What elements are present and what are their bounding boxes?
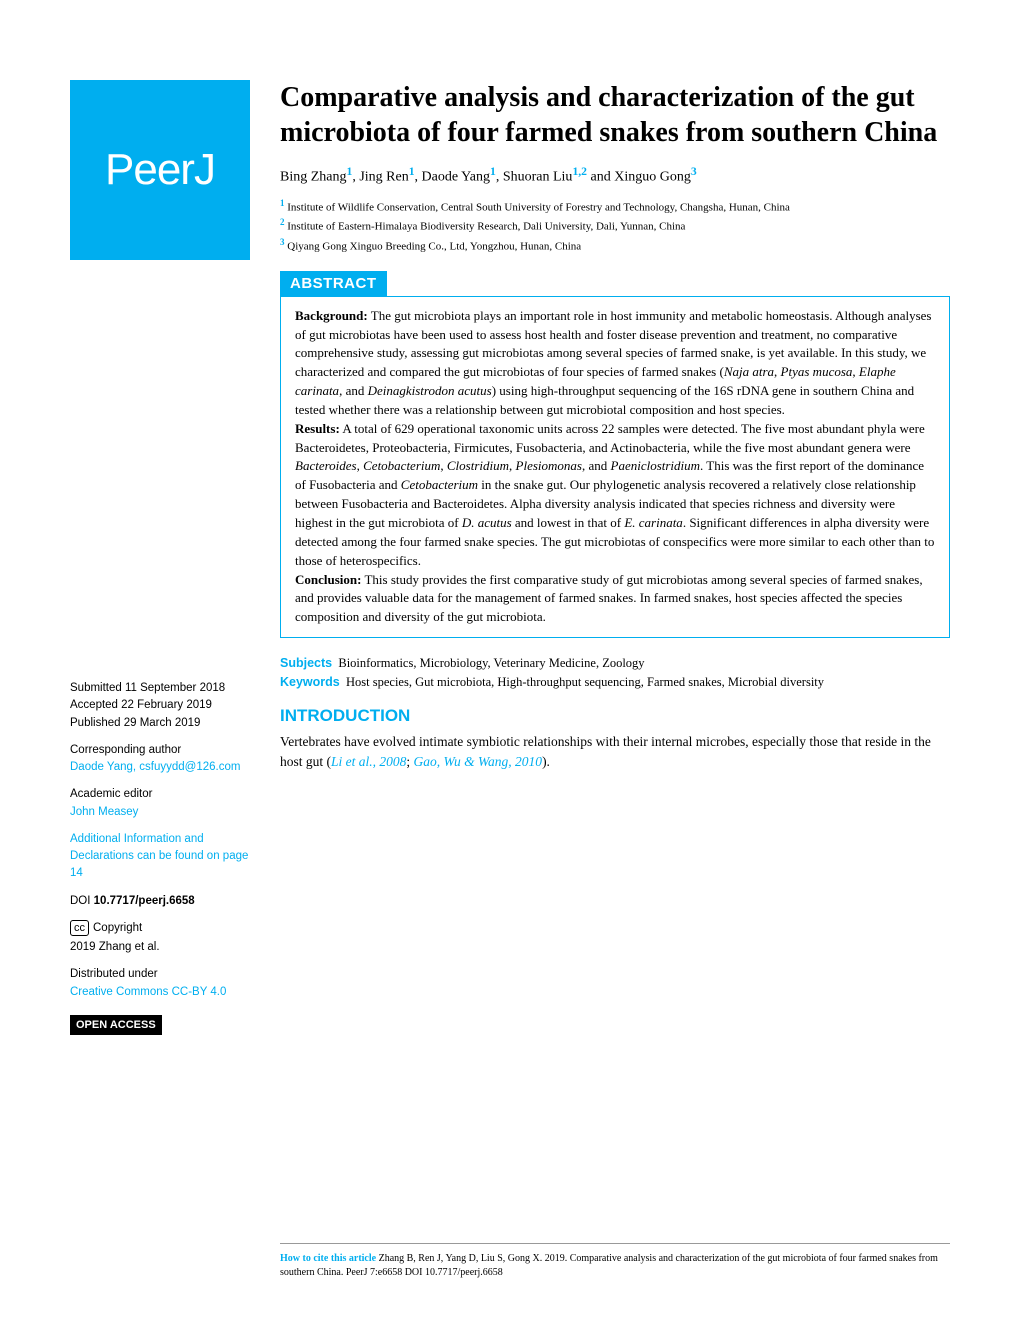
introduction-header: INTRODUCTION <box>280 706 950 726</box>
affiliations-list: 1 Institute of Wildlife Conservation, Ce… <box>280 197 950 254</box>
results-text: A total of 629 operational taxonomic uni… <box>295 421 934 568</box>
how-to-cite-label: How to cite this article <box>280 1253 376 1264</box>
results-label: Results: <box>295 421 340 436</box>
affiliation-item: 1 Institute of Wildlife Conservation, Ce… <box>280 197 950 216</box>
abstract-body: Background: The gut microbiota plays an … <box>280 296 950 638</box>
accepted-label: Accepted <box>70 699 118 711</box>
copyright-label: Copyright <box>93 920 142 937</box>
citation-link[interactable]: Li et al., 2008 <box>331 754 406 769</box>
page-layout: PeerJ Submitted 11 September 2018 Accept… <box>70 80 950 1035</box>
conclusion-text: This study provides the first comparativ… <box>295 572 923 625</box>
background-text: The gut microbiota plays an important ro… <box>295 308 931 417</box>
conclusion-label: Conclusion: <box>295 572 361 587</box>
editor-block: Academic editor John Measey <box>70 786 250 821</box>
abstract-header: ABSTRACT <box>280 271 387 296</box>
subjects-keywords: Subjects Bioinformatics, Microbiology, V… <box>280 654 950 692</box>
main-column: Comparative analysis and characterizatio… <box>280 80 950 1035</box>
subjects-text: Bioinformatics, Microbiology, Veterinary… <box>338 656 644 670</box>
citation-link[interactable]: Gao, Wu & Wang, 2010 <box>414 754 543 769</box>
distributed-block: Distributed under Creative Commons CC-BY… <box>70 966 250 1001</box>
open-access-badge: OPEN ACCESS <box>70 1011 250 1036</box>
intro-post: ). <box>542 754 550 769</box>
submitted-label: Submitted <box>70 682 122 694</box>
corresponding-label: Corresponding author <box>70 744 181 756</box>
editor-label: Academic editor <box>70 788 152 800</box>
introduction-text: Vertebrates have evolved intimate symbio… <box>280 732 950 773</box>
sidebar-metadata: Submitted 11 September 2018 Accepted 22 … <box>70 680 250 1035</box>
logo-text: PeerJ <box>105 145 215 195</box>
distributed-label: Distributed under <box>70 968 158 980</box>
doi-block: DOI 10.7717/peerj.6658 <box>70 893 250 910</box>
author-list: Bing Zhang1, Jing Ren1, Daode Yang1, Shu… <box>280 164 950 187</box>
left-column: PeerJ Submitted 11 September 2018 Accept… <box>70 80 250 1035</box>
journal-logo: PeerJ <box>70 80 250 260</box>
published-label: Published <box>70 717 121 729</box>
footer-citation: How to cite this article Zhang B, Ren J,… <box>280 1243 950 1280</box>
article-title: Comparative analysis and characterizatio… <box>280 80 950 150</box>
affiliation-item: 2 Institute of Eastern-Himalaya Biodiver… <box>280 216 950 235</box>
published-date: 29 March 2019 <box>124 717 201 729</box>
doi-label: DOI <box>70 895 90 907</box>
background-label: Background: <box>295 308 368 323</box>
corresponding-author[interactable]: Daode Yang, csfuyydd@126.com <box>70 761 240 773</box>
keywords-label: Keywords <box>280 675 340 689</box>
intro-sep: ; <box>406 754 413 769</box>
open-access-text: OPEN ACCESS <box>70 1015 162 1036</box>
submitted-date: 11 September 2018 <box>125 682 225 694</box>
additional-link[interactable]: Additional Information and Declarations … <box>70 833 248 880</box>
distributed-license[interactable]: Creative Commons CC-BY 4.0 <box>70 986 226 998</box>
keywords-text: Host species, Gut microbiota, High-throu… <box>346 675 824 689</box>
subjects-label: Subjects <box>280 656 332 670</box>
abstract-section: ABSTRACT Background: The gut microbiota … <box>280 271 950 638</box>
citation-text: Zhang B, Ren J, Yang D, Liu S, Gong X. 2… <box>280 1253 938 1278</box>
doi-value[interactable]: 10.7717/peerj.6658 <box>94 895 195 907</box>
editor-name[interactable]: John Measey <box>70 806 138 818</box>
dates-block: Submitted 11 September 2018 Accepted 22 … <box>70 680 250 732</box>
copyright-block: cc Copyright <box>70 920 250 937</box>
affiliation-item: 3 Qiyang Gong Xinguo Breeding Co., Ltd, … <box>280 236 950 255</box>
cc-icon: cc <box>70 920 89 936</box>
copyright-holder: 2019 Zhang et al. <box>70 939 250 956</box>
accepted-date: 22 February 2019 <box>121 699 212 711</box>
corresponding-block: Corresponding author Daode Yang, csfuyyd… <box>70 742 250 777</box>
additional-info: Additional Information and Declarations … <box>70 831 250 883</box>
